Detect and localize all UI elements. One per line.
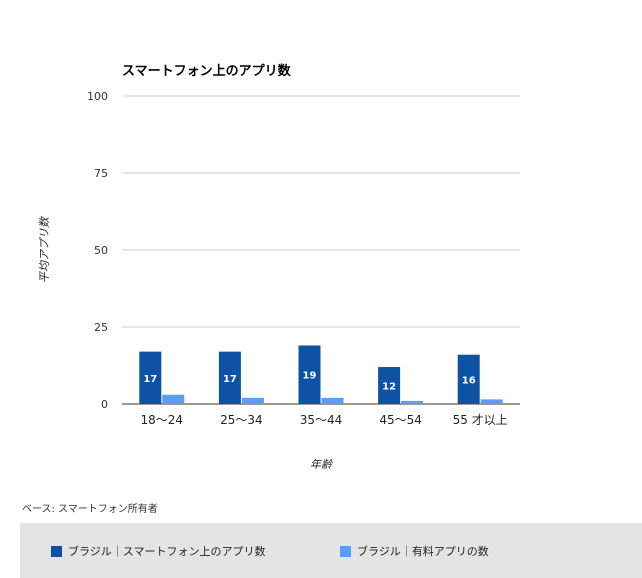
bar-paid-apps [321, 397, 344, 404]
bar-data-label: 17 [143, 374, 157, 385]
bar-apps [218, 351, 241, 404]
legend-label-apps: ブラジル｜スマートフォン上のアプリ数 [68, 545, 266, 558]
gridlines [122, 95, 520, 405]
legend-label-paid-apps: ブラジル｜有料アプリの数 [357, 545, 489, 558]
y-tick-label: 75 [94, 167, 108, 180]
legend-item-apps: ブラジル｜スマートフォン上のアプリ数 [51, 543, 265, 559]
bar-data-label: 17 [223, 374, 237, 385]
bar-paid-apps [401, 400, 424, 404]
bar-data-label: 12 [382, 382, 396, 393]
y-tick-label: 0 [101, 398, 108, 411]
x-tick-label: 18～24 [141, 413, 184, 427]
bar-paid-apps [480, 399, 503, 404]
footnote: ベース: スマートフォン所有者 [22, 504, 158, 515]
bar-apps [378, 367, 401, 404]
x-tick-label: 25～34 [220, 413, 263, 427]
x-tick-labels: 18～24 25～34 35～44 45～54 55 才以上 [141, 413, 508, 427]
x-axis-label: 年齢 [310, 458, 332, 471]
bar-apps [457, 354, 480, 404]
bar-data-label: 19 [303, 371, 317, 382]
y-tick-label: 50 [94, 244, 108, 257]
bar-data-label: 16 [462, 375, 476, 386]
legend: ブラジル｜スマートフォン上のアプリ数 ブラジル｜有料アプリの数 [20, 523, 642, 578]
chart-title: スマートフォン上のアプリ数 [122, 64, 291, 79]
bar-chart: 0 25 50 75 100 17 17 19 12 16 18～24 25～34 35～44 45～… [87, 90, 520, 427]
x-tick-label: 35～44 [300, 413, 343, 427]
legend-swatch-paid-apps [340, 545, 351, 557]
y-tick-label: 25 [94, 321, 108, 334]
x-tick-label: 55 才以上 [453, 413, 508, 427]
bar-apps [298, 345, 321, 404]
legend-item-paid-apps: ブラジル｜有料アプリの数 [340, 543, 489, 559]
x-tick-label: 45～54 [379, 413, 422, 427]
bar-paid-apps [241, 397, 264, 404]
bars: 17 17 19 12 16 [139, 345, 503, 404]
bar-apps [139, 351, 162, 404]
y-tick-labels: 0 25 50 75 100 [87, 90, 108, 411]
legend-swatch-apps [51, 545, 62, 557]
bar-paid-apps [162, 394, 185, 404]
y-tick-label: 100 [87, 90, 108, 103]
